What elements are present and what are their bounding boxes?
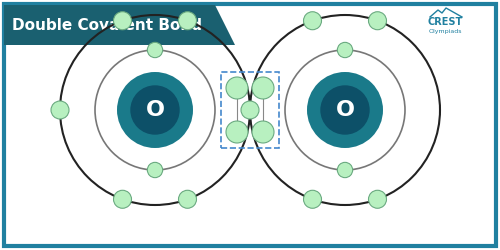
Circle shape [226,77,248,99]
Circle shape [320,85,370,135]
Circle shape [252,77,274,99]
Circle shape [252,121,274,143]
Text: O: O [336,100,354,120]
Circle shape [51,101,69,119]
Circle shape [117,72,193,148]
Circle shape [368,190,386,208]
Circle shape [148,42,162,58]
Circle shape [338,42,352,58]
Circle shape [114,190,132,208]
Text: Double Covalent Bond: Double Covalent Bond [12,18,202,32]
Circle shape [114,12,132,30]
FancyBboxPatch shape [4,4,496,246]
Text: O: O [146,100,165,120]
Bar [221,72,279,148]
Circle shape [307,72,383,148]
Circle shape [241,101,259,119]
Polygon shape [4,5,235,45]
Circle shape [178,190,196,208]
Text: CREST: CREST [428,17,462,27]
Circle shape [368,12,386,30]
Circle shape [148,162,162,178]
Circle shape [226,121,248,143]
Text: Olympiads: Olympiads [428,30,462,35]
Circle shape [178,12,196,30]
Circle shape [304,190,322,208]
Circle shape [304,12,322,30]
Circle shape [338,162,352,178]
Circle shape [130,85,180,135]
